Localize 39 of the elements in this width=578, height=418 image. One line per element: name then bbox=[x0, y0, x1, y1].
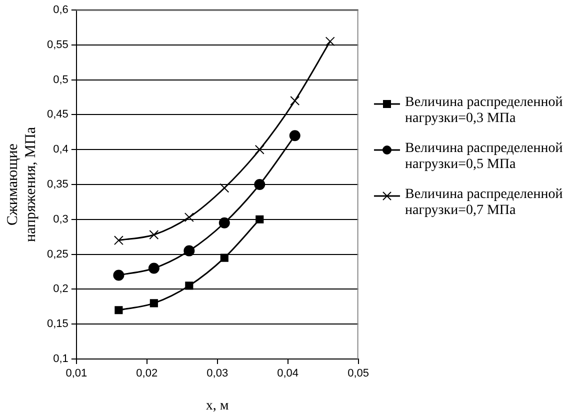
y-tick-label: 0,6 bbox=[53, 4, 68, 16]
y-tick-label: 0,1 bbox=[53, 353, 68, 366]
point bbox=[114, 236, 124, 246]
x-tick-label: 0,01 bbox=[66, 368, 88, 380]
x-tick-label: 0,05 bbox=[348, 368, 370, 380]
y-tick-label: 0,35 bbox=[46, 178, 68, 191]
legend-label: Величина распределенной нагрузки=0,3 МПа bbox=[405, 95, 564, 127]
point bbox=[220, 254, 228, 262]
point bbox=[148, 262, 160, 274]
point bbox=[325, 36, 335, 46]
point bbox=[114, 306, 123, 314]
y-tick-label: 0,2 bbox=[53, 283, 68, 296]
x-tick-label: 0,03 bbox=[206, 368, 228, 380]
point bbox=[218, 217, 230, 228]
y-tick-label: 0,15 bbox=[46, 318, 68, 330]
point bbox=[149, 230, 159, 240]
point bbox=[289, 130, 300, 142]
x-tick-label: 0,02 bbox=[136, 368, 158, 380]
point bbox=[185, 282, 194, 290]
point bbox=[220, 183, 230, 193]
point bbox=[184, 245, 195, 256]
point bbox=[184, 212, 194, 222]
y-tick-label: 0,55 bbox=[46, 38, 68, 51]
point bbox=[290, 96, 300, 106]
point bbox=[256, 215, 264, 224]
y-tick-label: 0,3 bbox=[53, 213, 68, 226]
y-tick-label: 0,5 bbox=[53, 74, 68, 86]
point bbox=[150, 299, 158, 308]
legend-label: Величина распределенной нагрузки=0,5 МПа bbox=[405, 141, 564, 173]
point bbox=[254, 144, 264, 154]
y-tick-label: 0,45 bbox=[46, 108, 68, 121]
y-tick-label: 0,25 bbox=[46, 248, 68, 260]
x-axis-title: x, м bbox=[206, 398, 229, 414]
point bbox=[254, 179, 266, 190]
x-tick-label: 0,04 bbox=[277, 368, 299, 380]
legend-label: Величина распределенной нагрузки=0,7 МПа bbox=[405, 187, 564, 219]
y-axis-title: Сжимающие напряжения, МПа bbox=[4, 126, 39, 242]
y-tick-label: 0,4 bbox=[53, 144, 68, 156]
point bbox=[113, 270, 124, 281]
